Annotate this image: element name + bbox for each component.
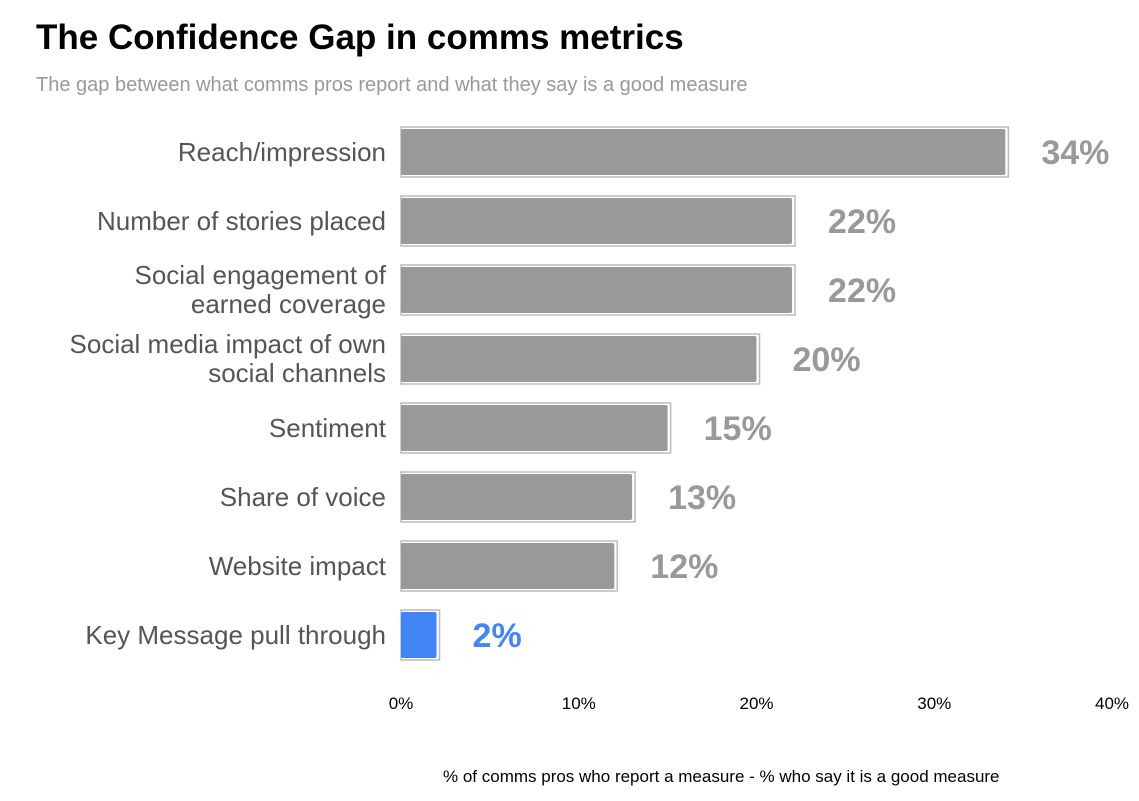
category-label: Website impact [209,551,387,581]
value-label: 22% [828,272,896,310]
x-tick-label: 30% [917,694,951,713]
category-label: Sentiment [269,413,387,443]
value-label: 13% [668,479,736,517]
category-label: Social media impact of own [70,329,386,359]
x-tick-label: 10% [562,694,596,713]
value-label: 20% [793,341,861,379]
bar [401,336,757,382]
bar [401,129,1006,175]
category-label: Social engagement of [134,260,386,290]
x-tick-label: 0% [389,694,414,713]
x-tick-label: 40% [1095,694,1129,713]
value-label: 12% [650,548,718,586]
category-label: social channels [208,358,386,388]
bar [401,198,793,244]
category-label: Key Message pull through [85,620,386,650]
value-label: 22% [828,203,896,241]
value-label: 2% [473,617,522,655]
value-label: 15% [704,410,772,448]
bar [401,474,633,520]
chart-title: The Confidence Gap in comms metrics [36,18,684,57]
chart-subtitle: The gap between what comms pros report a… [36,74,748,96]
bar [401,405,668,451]
value-label: 34% [1041,134,1109,172]
bar [401,267,793,313]
bar [401,612,437,658]
category-label: Number of stories placed [97,206,386,236]
x-tick-label: 20% [739,694,773,713]
x-axis-label: % of comms pros who report a measure - %… [443,767,1000,786]
category-label: earned coverage [191,289,386,319]
category-label: Reach/impression [178,137,386,167]
bar [401,543,615,589]
category-label: Share of voice [220,482,386,512]
